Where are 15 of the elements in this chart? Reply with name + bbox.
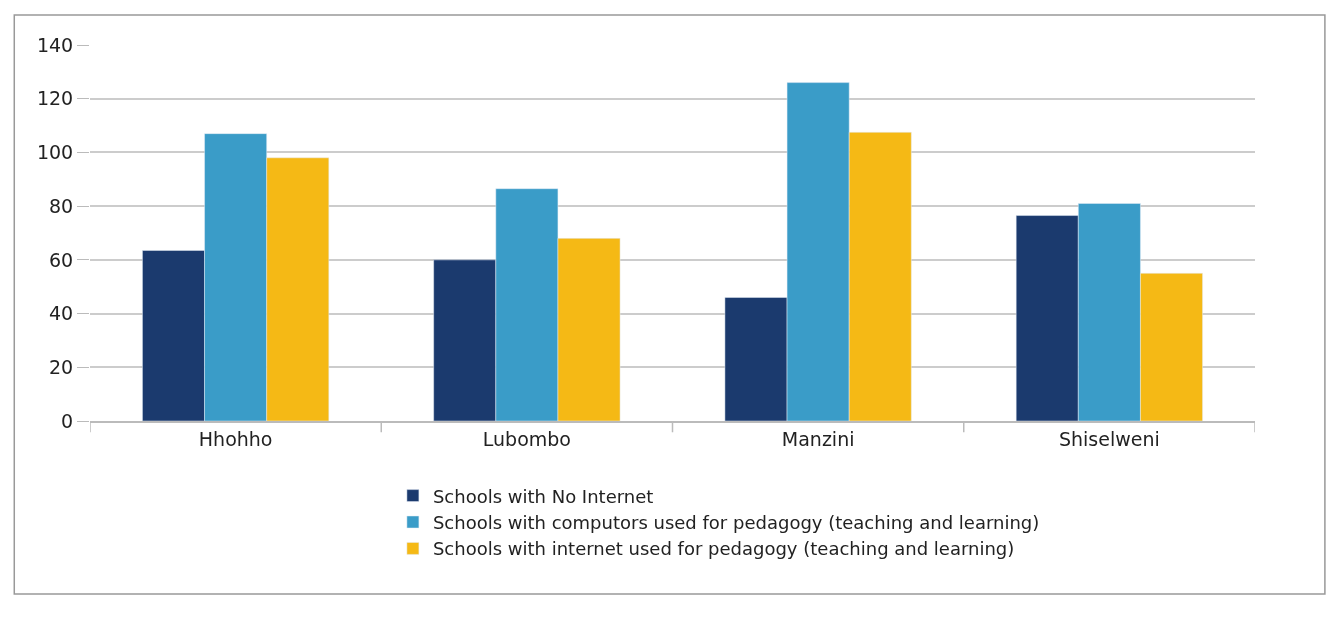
y-tick-label: 20 xyxy=(49,355,74,378)
x-tick-label: Lubombo xyxy=(482,427,571,450)
y-tick-label: 80 xyxy=(49,194,74,217)
x-tick-label: Shiselweni xyxy=(1058,427,1160,450)
x-tick-label: Manzini xyxy=(781,427,855,450)
y-tick-label: 40 xyxy=(49,302,74,325)
legend-label: Schools with computors used for pedagogy (teaching and learning) xyxy=(432,512,1040,534)
y-tick-label: 120 xyxy=(36,87,74,110)
y-tick-label: 0 xyxy=(61,409,74,432)
legend-label: Schools with No Internet xyxy=(432,485,654,507)
y-tick-label: 100 xyxy=(36,141,74,164)
x-tick-label: Hhohho xyxy=(198,427,273,450)
legend-label: Schools with internet used for pedagogy (teaching and learning) xyxy=(432,538,1015,560)
y-tick-label: 140 xyxy=(36,33,74,56)
y-tick-label: 60 xyxy=(49,248,74,271)
